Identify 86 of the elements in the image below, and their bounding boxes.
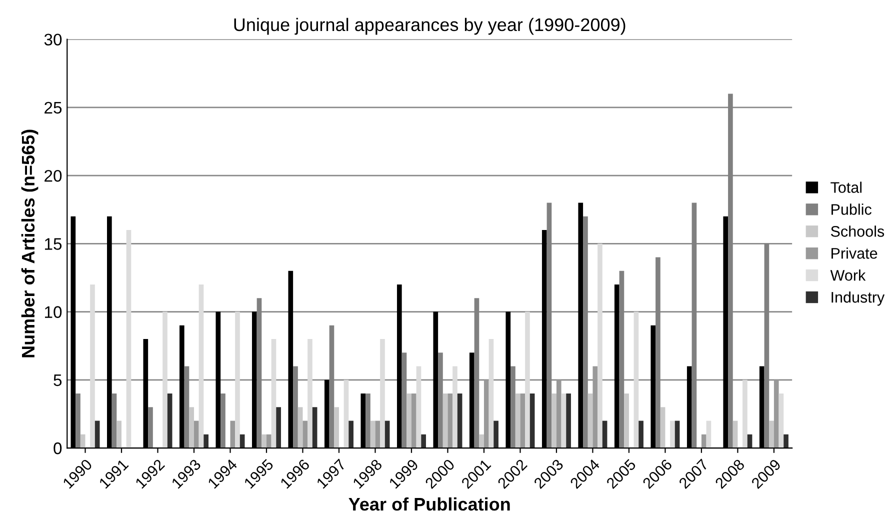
bar [588,394,593,448]
y-tick-label: 0 [54,442,62,454]
bar [112,394,117,448]
bar [769,420,774,448]
bar [194,420,199,448]
bar [312,407,318,448]
bar [706,420,712,448]
bar [742,380,748,448]
bar [266,434,272,448]
bar [552,394,556,448]
bar [90,284,95,448]
bar [732,420,738,448]
bar [411,394,416,448]
bar [566,394,571,448]
bar [598,244,602,448]
bar [525,312,530,448]
bar [515,394,520,448]
bar [167,394,172,448]
bar [384,420,390,448]
bar [126,230,132,448]
bar [370,420,376,448]
bar [494,420,498,448]
bar [592,366,598,448]
bar [561,394,566,448]
bar [76,394,80,448]
legend-label: Public [832,204,872,215]
chart-title: Unique journal appearances by year (1990-2009) [234,18,626,35]
y-tick-label: 30 [44,34,62,46]
bar [204,434,208,448]
bar [479,434,484,448]
bar [116,420,122,448]
bar [530,394,535,448]
bar [94,420,100,448]
y-tick-label: 25 [44,102,62,114]
bar [624,394,629,448]
bar [520,394,526,448]
bar [638,420,644,448]
bar [276,407,281,448]
bar [634,312,639,448]
bar [674,420,680,448]
bar [348,420,354,448]
bar [774,380,779,448]
bar [148,407,153,448]
bar [670,420,675,448]
bar [271,339,276,448]
bar [701,434,706,448]
bar [488,339,494,448]
bar [375,420,380,448]
bar [442,394,448,448]
bar [230,420,236,448]
y-tick-label: 10 [45,306,62,318]
bar [457,394,462,448]
legend-label: Schools [830,226,884,237]
x-axis-title: Year of Publication [348,497,510,511]
bar [220,394,226,448]
bar [298,407,303,448]
bar [189,407,194,448]
y-tick-label: 15 [45,238,62,250]
bar [162,312,168,448]
bar [602,420,608,448]
bar [452,366,458,448]
bar [778,394,784,448]
bar [784,434,788,448]
y-tick-label: 5 [54,374,62,386]
bar [406,394,412,448]
bar [380,339,385,448]
bar [198,284,204,448]
legend-label: Private [832,248,878,259]
bar [235,312,240,448]
y-axis-title: Number of Articles (n=565) [21,130,38,358]
legend-label: Work [830,270,866,281]
y-tick-label: 20 [44,170,62,182]
bar [484,380,489,448]
bar [308,339,312,448]
bar [416,366,422,448]
bar [262,434,266,448]
bar [556,380,562,448]
bar [344,380,349,448]
bar [302,420,308,448]
bar [366,394,370,448]
bar [660,407,666,448]
bar [421,434,426,448]
bar [334,407,339,448]
bar [448,394,453,448]
legend-label: Industry [832,291,885,306]
legend-label: Total [830,182,862,193]
